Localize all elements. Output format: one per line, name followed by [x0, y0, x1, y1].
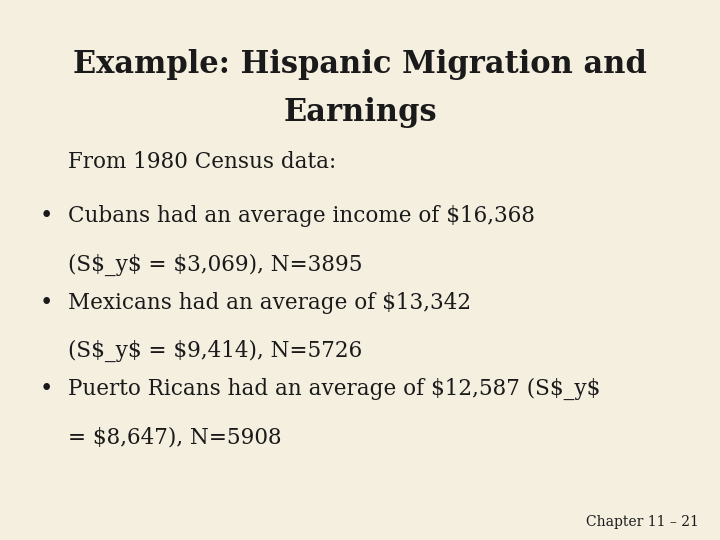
- Text: Mexicans had an average of $13,342: Mexicans had an average of $13,342: [68, 292, 472, 314]
- Text: •: •: [40, 205, 53, 227]
- Text: •: •: [40, 378, 53, 400]
- Text: (S$_y$ = $3,069), N=3895: (S$_y$ = $3,069), N=3895: [68, 254, 363, 276]
- Text: Cubans had an average income of $16,368: Cubans had an average income of $16,368: [68, 205, 536, 227]
- Text: From 1980 Census data:: From 1980 Census data:: [68, 151, 337, 173]
- Text: •: •: [40, 292, 53, 314]
- Text: Example: Hispanic Migration and: Example: Hispanic Migration and: [73, 49, 647, 79]
- Text: Earnings: Earnings: [283, 97, 437, 128]
- Text: = $8,647), N=5908: = $8,647), N=5908: [68, 427, 282, 449]
- Text: (S$_y$ = $9,414), N=5726: (S$_y$ = $9,414), N=5726: [68, 340, 363, 362]
- Text: Puerto Ricans had an average of $12,587 (S$_y$: Puerto Ricans had an average of $12,587 …: [68, 378, 600, 400]
- Text: Chapter 11 – 21: Chapter 11 – 21: [585, 515, 698, 529]
